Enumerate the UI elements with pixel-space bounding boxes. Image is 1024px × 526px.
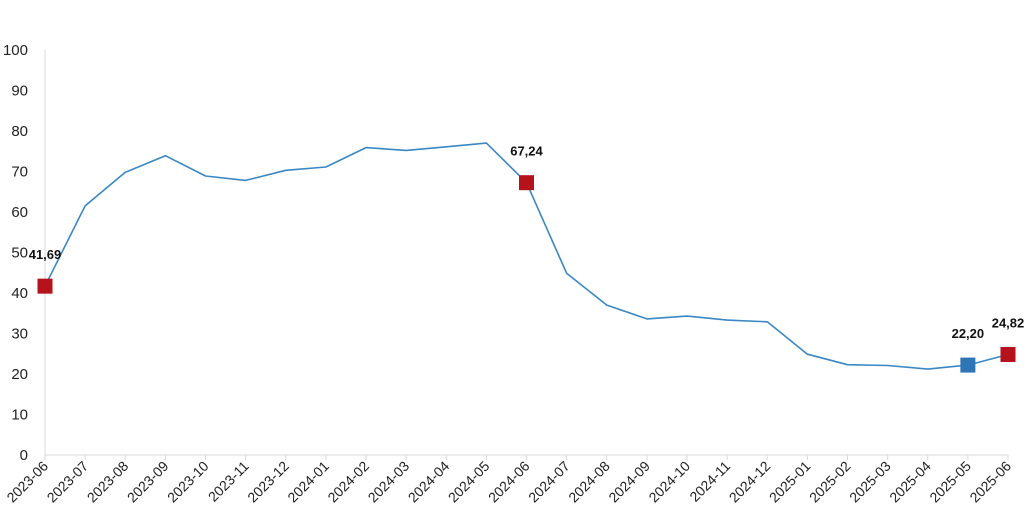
x-tick-label: 2023-11 [205,458,252,505]
x-tick-label: 2024-03 [365,458,413,506]
data-label: 41,69 [29,247,62,262]
y-tick-label: 40 [11,285,28,302]
x-tick-label: 2025-03 [846,458,894,506]
y-tick-label: 80 [11,123,28,140]
x-tick-label: 2024-04 [405,458,453,506]
x-tick-label: 2024-10 [645,458,693,506]
x-tick-label: 2024-01 [284,458,332,506]
y-tick-label: 100 [3,42,28,59]
highlight-markers: 41,69 67,24 22,20 24,82 [29,144,1024,373]
x-tick-label: 2025-01 [766,458,814,506]
x-tick-label: 2023-08 [84,458,132,506]
x-tick-label: 2024-11 [686,458,733,505]
x-tick-label: 2024-08 [565,458,613,506]
y-tick-label: 10 [11,407,28,424]
x-tick-label: 2024-09 [605,458,653,506]
x-tick-label: 2024-07 [525,458,573,506]
data-label: 22,20 [952,326,985,341]
y-tick-label: 90 [11,83,28,100]
x-tick-label: 2024-05 [445,458,493,506]
data-label: 24,82 [992,315,1024,330]
x-tick-label: 2023-06 [3,458,51,506]
y-tick-label: 60 [11,204,28,221]
y-tick-label: 50 [11,245,28,262]
y-axis: 0 10 20 30 40 50 60 70 80 90 100 [3,42,46,464]
x-tick-label: 2025-06 [966,458,1014,506]
y-tick-label: 70 [11,164,28,181]
y-tick-label: 20 [11,366,28,383]
x-tick-label: 2025-04 [886,458,934,506]
highlight-marker [1000,346,1016,362]
x-tick-label: 2025-02 [806,458,854,506]
highlight-marker [960,357,976,373]
x-tick-label: 2024-12 [726,458,774,506]
y-tick-label: 30 [11,326,28,343]
data-label: 67,24 [510,144,543,159]
highlight-marker [37,278,53,294]
x-tick-label: 2024-02 [324,458,372,506]
x-tick-label: 2023-12 [244,458,292,506]
y-tick-label: 0 [20,447,28,464]
x-tick-label: 2025-05 [926,458,974,506]
x-axis: 2023-062023-072023-082023-092023-102023-… [3,454,1014,506]
x-tick-label: 2023-10 [164,458,212,506]
x-tick-label: 2024-06 [485,458,533,506]
highlight-marker [519,175,534,191]
x-tick-label: 2023-09 [124,458,172,506]
x-tick-label: 2023-07 [44,458,92,506]
